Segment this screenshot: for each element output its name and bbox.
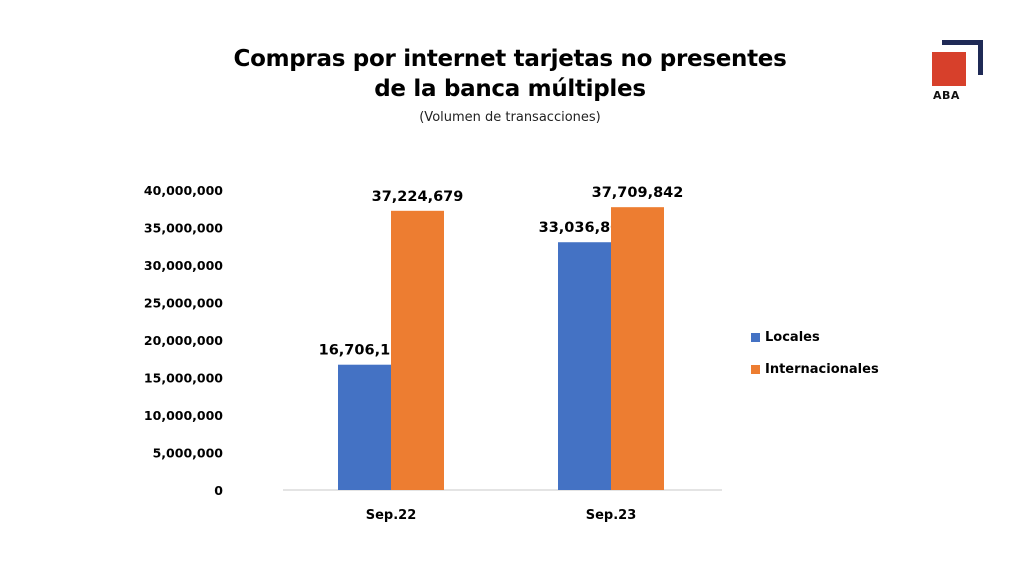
legend-label-internacionales: Internacionales xyxy=(765,361,879,377)
chart-title-line-2: de la banca múltiples xyxy=(374,76,646,102)
y-tick-label: 20,000,000 xyxy=(144,333,223,348)
legend-label-locales: Locales xyxy=(765,329,820,345)
y-tick-label: 25,000,000 xyxy=(144,296,223,311)
bar-locales-sep-22 xyxy=(338,364,391,490)
bar-internacionales-sep-23 xyxy=(611,207,664,490)
legend-swatch-internacionales xyxy=(751,364,760,374)
data-label: 37,224,679 xyxy=(372,189,464,205)
logo-frame-icon xyxy=(942,40,983,75)
bar-locales-sep-23 xyxy=(558,242,611,490)
y-tick-label: 5,000,000 xyxy=(153,446,224,461)
y-tick-label: 15,000,000 xyxy=(144,371,223,386)
chart-title: Compras por internet tarjetas no present… xyxy=(0,44,1020,104)
logo-text: ABA xyxy=(933,89,960,102)
y-tick-label: 40,000,000 xyxy=(144,183,223,198)
y-tick-label: 0 xyxy=(214,483,223,498)
legend-item-locales: Locales xyxy=(751,328,879,346)
data-label: 37,709,842 xyxy=(592,185,684,201)
logo-square-icon xyxy=(932,52,966,86)
chart-legend: Locales Internacionales xyxy=(751,328,879,392)
data-label: 16,706,161 xyxy=(319,343,411,359)
aba-logo: ABA xyxy=(930,40,983,104)
x-tick-label: Sep.23 xyxy=(586,508,637,523)
legend-swatch-locales xyxy=(751,332,760,342)
y-tick-label: 30,000,000 xyxy=(144,258,223,273)
data-label: 33,036,804 xyxy=(539,220,631,236)
legend-item-internacionales: Internacionales xyxy=(751,360,879,378)
chart-title-line-1: Compras por internet tarjetas no present… xyxy=(233,46,787,72)
bar-internacionales-sep-22 xyxy=(391,210,444,490)
y-tick-label: 10,000,000 xyxy=(144,408,223,423)
chart-subtitle: (Volumen de transacciones) xyxy=(419,110,601,125)
x-tick-label: Sep.22 xyxy=(366,508,417,523)
y-tick-label: 35,000,000 xyxy=(144,221,223,236)
